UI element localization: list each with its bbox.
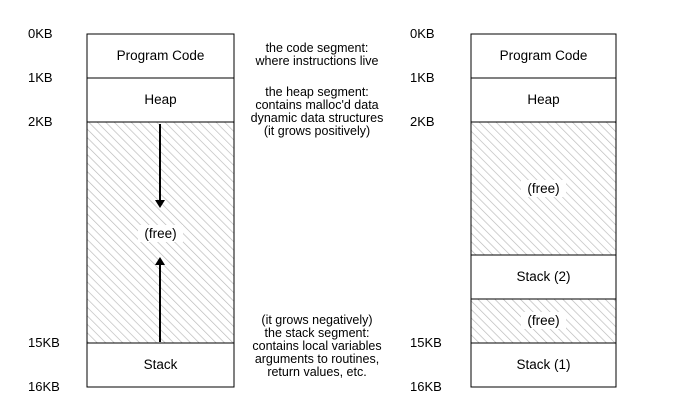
right-addr-15kb: 15KB	[410, 335, 442, 350]
left-addr-2kb: 2KB	[28, 114, 53, 129]
left-stack-segment	[86, 342, 235, 388]
stack-note-line-4: arguments to routines,	[255, 352, 379, 366]
right-stack2-segment	[470, 254, 617, 300]
left-heap-label: Heap	[144, 92, 176, 107]
left-addr-1kb: 1KB	[28, 70, 53, 85]
left-code-segment	[86, 33, 235, 79]
right-free-top-label: (free)	[527, 181, 559, 196]
stack-note-line-1: (it grows negatively)	[261, 313, 372, 327]
heap-note-line-1: the heap segment:	[265, 85, 369, 99]
stack-note-line-3: contains local variables	[252, 339, 381, 353]
stack-note-line-2: the stack segment:	[265, 326, 370, 340]
right-heap-label: Heap	[527, 92, 559, 107]
right-addr-2kb: 2KB	[410, 114, 435, 129]
left-address-space: 0KB 1KB 2KB 15KB 16KB Program Code Heap …	[28, 26, 235, 394]
right-stack1-label: Stack (1)	[516, 357, 570, 372]
left-stack-label: Stack	[144, 357, 178, 372]
right-free-top-label-bg	[521, 180, 566, 197]
code-note-line-2: where instructions live	[255, 54, 379, 68]
left-addr-16kb: 16KB	[28, 379, 60, 394]
code-note-line-1: the code segment:	[266, 41, 369, 55]
annotations: the code segment: where instructions liv…	[251, 41, 384, 379]
right-heap-segment	[470, 77, 617, 123]
left-code-label: Program Code	[117, 48, 205, 63]
right-code-segment	[470, 33, 617, 79]
left-free-label-bg	[138, 225, 183, 242]
stack-note-line-5: return values, etc.	[267, 365, 366, 379]
left-heap-segment	[86, 77, 235, 123]
right-free-bottom-label-bg	[521, 312, 566, 329]
right-addr-16kb: 16KB	[410, 379, 442, 394]
right-stack1-segment	[470, 342, 617, 388]
right-addr-0kb: 0KB	[410, 26, 435, 41]
left-addr-15kb: 15KB	[28, 335, 60, 350]
right-free-bottom-label: (free)	[527, 313, 559, 328]
left-addr-0kb: 0KB	[28, 26, 53, 41]
left-free-label: (free)	[144, 226, 176, 241]
heap-note-line-2: contains malloc'd data	[255, 98, 378, 112]
right-code-label: Program Code	[500, 48, 588, 63]
right-addr-1kb: 1KB	[410, 70, 435, 85]
right-stack2-label: Stack (2)	[516, 269, 570, 284]
heap-note-line-3: dynamic data structures	[251, 111, 384, 125]
heap-note-line-4: (it grows positively)	[264, 124, 370, 138]
right-address-space: 0KB 1KB 2KB 15KB 16KB Program Code Heap …	[410, 26, 617, 394]
